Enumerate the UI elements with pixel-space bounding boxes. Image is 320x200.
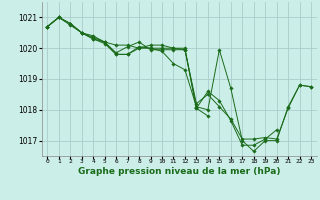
X-axis label: Graphe pression niveau de la mer (hPa): Graphe pression niveau de la mer (hPa) bbox=[78, 167, 280, 176]
